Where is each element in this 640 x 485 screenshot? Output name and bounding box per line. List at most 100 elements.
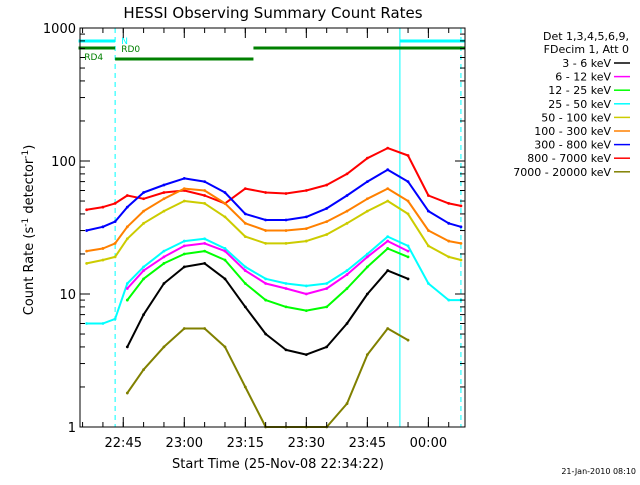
- data-point-s5-2: [101, 258, 105, 262]
- data-point-s6-20: [447, 239, 451, 243]
- data-point-s4-13: [304, 284, 308, 288]
- data-point-s8-6: [162, 191, 166, 194]
- data-point-s1-6: [162, 282, 166, 285]
- data-point-s3-18: [406, 255, 410, 259]
- plot-frame: [79, 27, 466, 428]
- data-point-s1-4: [125, 345, 129, 349]
- x-tick-label-4: 23:30: [288, 436, 325, 451]
- data-point-s7-10: [243, 212, 247, 216]
- data-point-s1-15: [345, 322, 349, 325]
- data-point-s4-3: [113, 317, 117, 321]
- data-point-s7-8: [203, 180, 207, 184]
- y-axis-label-sup1: -1: [21, 218, 31, 227]
- legend-label-8: 800 - 7000 keV: [527, 152, 611, 165]
- data-point-s4-1: [85, 322, 89, 325]
- data-point-s6-10: [243, 221, 247, 225]
- data-point-s9-17: [386, 327, 390, 330]
- data-point-s2-14: [325, 287, 329, 290]
- legend-label-7: 300 - 800 keV: [534, 139, 611, 152]
- data-point-s2-8: [203, 242, 207, 245]
- data-point-s6-6: [162, 197, 166, 201]
- y-axis-label-sup2: -1: [21, 150, 31, 159]
- axes: 1 10 100 1000 22:45 23:00 23:15 23:30 23:45 00:00: [43, 22, 465, 451]
- data-point-s5-5: [142, 221, 146, 225]
- data-point-s7-5: [142, 191, 146, 194]
- data-point-s1-8: [203, 261, 207, 265]
- y-tick-label-1: 1: [68, 421, 76, 436]
- data-point-s7-20: [447, 221, 451, 225]
- data-point-s2-13: [304, 292, 308, 296]
- data-point-s8-4: [125, 194, 129, 197]
- flag-bar-label-n: N: [121, 37, 128, 47]
- data-point-s4-18: [406, 244, 410, 248]
- data-point-s6-18: [406, 199, 410, 203]
- flag-bar-label-rd4: RD4: [84, 53, 103, 63]
- data-point-s2-5: [142, 269, 146, 272]
- data-point-s2-12: [284, 287, 288, 290]
- data-point-s5-16: [365, 209, 369, 213]
- data-point-s4-12: [284, 282, 288, 285]
- data-point-s1-18: [406, 277, 410, 281]
- data-point-s9-4: [125, 391, 129, 395]
- data-point-s3-9: [223, 258, 227, 262]
- data-point-s1-10: [243, 305, 247, 309]
- data-point-s6-1: [85, 249, 89, 253]
- data-point-s2-4: [125, 287, 129, 290]
- data-point-s8-17: [386, 146, 390, 150]
- data-point-s4-7: [182, 239, 186, 243]
- data-point-s1-13: [304, 353, 308, 357]
- data-point-s5-1: [85, 261, 89, 265]
- data-point-s5-17: [386, 199, 390, 203]
- data-point-s8-14: [325, 183, 329, 187]
- data-point-s7-9: [223, 191, 227, 194]
- data-point-s7-1: [85, 229, 89, 232]
- x-tick-label-6: 00:00: [410, 436, 447, 451]
- data-point-s8-2: [101, 205, 105, 209]
- y-axis-label: Count Rate (s-1 detector-1): [21, 145, 37, 316]
- data-point-s3-17: [386, 247, 390, 250]
- data-point-s4-14: [325, 282, 329, 285]
- footer-timestamp: 21-Jan-2010 08:10: [561, 467, 636, 476]
- legend-header-line-1: Det 1,3,4,5,6,9,: [543, 30, 629, 43]
- data-point-s1-9: [223, 277, 227, 281]
- y-tick-label-2: 10: [59, 288, 76, 303]
- data-point-s3-12: [284, 305, 288, 309]
- data-point-s6-16: [365, 197, 369, 201]
- data-point-s4-19: [426, 282, 430, 285]
- data-point-s5-19: [426, 244, 430, 248]
- data-point-s8-11: [264, 191, 268, 194]
- data-point-s4-20: [447, 298, 451, 302]
- data-point-s6-4: [125, 225, 129, 229]
- data-point-s7-13: [304, 215, 308, 219]
- data-point-s1-17: [386, 269, 390, 272]
- data-point-s5-9: [223, 215, 227, 219]
- data-point-s1-12: [284, 348, 288, 352]
- data-point-s8-19: [426, 194, 430, 197]
- data-point-s6-5: [142, 209, 146, 213]
- data-point-s9-5: [142, 368, 146, 372]
- data-point-s9-7: [182, 327, 186, 330]
- data-point-s3-5: [142, 277, 146, 281]
- data-point-s3-16: [365, 265, 369, 269]
- data-point-s2-10: [243, 269, 247, 272]
- data-point-s3-11: [264, 298, 268, 302]
- data-point-s5-20: [447, 255, 451, 259]
- data-point-s7-19: [426, 209, 430, 213]
- data-point-s3-15: [345, 287, 349, 290]
- data-point-s4-4: [125, 282, 129, 285]
- data-point-s6-8: [203, 189, 207, 192]
- legend-label-9: 7000 - 20000 keV: [513, 166, 611, 179]
- flag-bar-label-rd0: RD0: [121, 45, 140, 55]
- data-point-s6-11: [264, 229, 268, 232]
- legend: Det 1,3,4,5,6,9, FDecim 1, Att 0 3 - 6 k…: [513, 30, 630, 179]
- data-point-s6-21: [459, 242, 463, 245]
- data-point-s9-10: [243, 385, 247, 389]
- data-point-s2-6: [162, 255, 166, 259]
- data-point-s3-13: [304, 309, 308, 313]
- y-axis-label-main: Count Rate (s: [22, 227, 37, 316]
- data-point-s7-21: [459, 225, 463, 229]
- x-tick-label-1: 22:45: [105, 436, 142, 451]
- data-point-s8-1: [85, 208, 89, 212]
